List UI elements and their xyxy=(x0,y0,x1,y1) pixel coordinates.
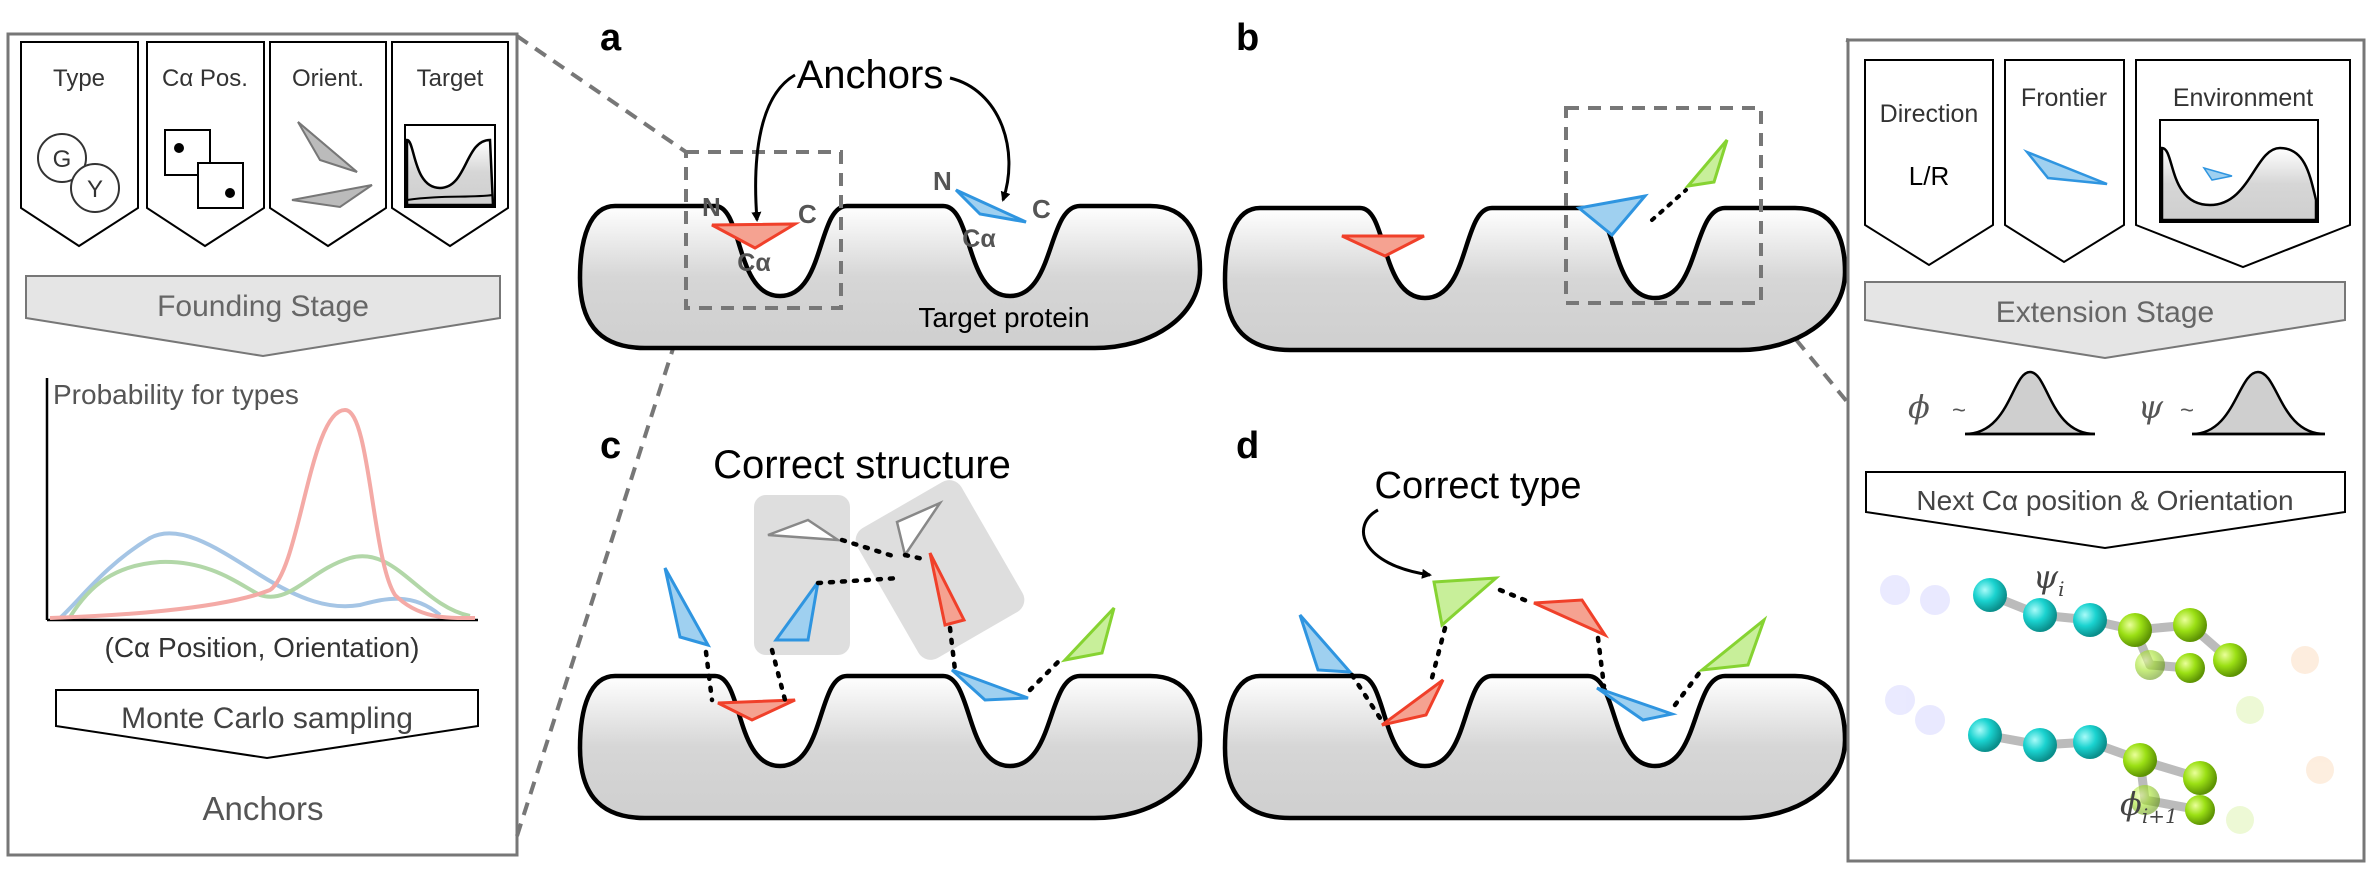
blue-triangle xyxy=(663,567,712,648)
monte-carlo-banner: Monte Carlo sampling xyxy=(55,689,479,760)
red-anchor-triangle xyxy=(1381,678,1445,727)
x-axis-label: (Cα Position, Orientation) xyxy=(105,632,420,663)
panel-c-letter: c xyxy=(600,425,621,467)
tilde-1: ~ xyxy=(1952,397,1966,424)
green-triangle xyxy=(1060,606,1116,663)
panel-d: d Correct type xyxy=(1225,425,1845,818)
founding-stage-banner: Founding Stage xyxy=(25,275,501,358)
ca-label-1: Cα xyxy=(737,249,771,277)
correct-type-arrow xyxy=(1361,508,1432,579)
left-panel: Type G Y Cα Pos. Orient. Target xyxy=(6,32,519,857)
panel-b: b xyxy=(1225,17,1845,350)
blue-triangle-2 xyxy=(773,581,820,642)
phi-curve xyxy=(1964,370,2096,436)
ca-pos-card: Cα Pos. xyxy=(146,41,265,248)
n-label-2: N xyxy=(933,166,952,196)
anchors-output-label: Anchors xyxy=(202,790,323,827)
zoom-box-a xyxy=(684,150,843,310)
orient-card-label: Orient. xyxy=(292,65,364,92)
target-card: Target xyxy=(391,41,509,248)
panel-a: a Anchors N C Cα N C Cα Target protein xyxy=(580,17,1200,348)
environment-card-label: Environment xyxy=(2173,84,2313,112)
direction-card: Direction L/R xyxy=(1864,59,1994,267)
phi-distribution: ϕ ~ xyxy=(1908,370,2096,436)
direction-value: L/R xyxy=(1909,161,1949,191)
anchor-arrow-1 xyxy=(751,73,796,222)
blue-triangle xyxy=(1298,614,1354,674)
type-card-label: Type xyxy=(53,65,105,92)
tilde-2: ~ xyxy=(2180,397,2194,424)
next-position-banner: Next Cα position & Orientation xyxy=(1865,471,2346,550)
blue-anchor-triangle xyxy=(954,188,1027,224)
frontier-card-label: Frontier xyxy=(2021,84,2107,112)
red-anchor-triangle xyxy=(717,698,796,722)
green-frontier-triangle xyxy=(1684,139,1729,189)
c-label-2: C xyxy=(1032,194,1051,224)
blue-anchor-triangle xyxy=(950,668,1029,702)
next-position-label: Next Cα position & Orientation xyxy=(1916,485,2293,516)
frontier-triangle-icon xyxy=(2023,149,2108,186)
psi-symbol: ψ xyxy=(2138,388,2164,426)
type-y-label: Y xyxy=(87,176,103,203)
blue-anchor-triangle xyxy=(1596,686,1678,722)
extension-stage-label: Extension Stage xyxy=(1996,296,2214,329)
panel-c: c Correct structure xyxy=(580,425,1200,818)
target-card-label: Target xyxy=(417,65,484,92)
ca-pos-card-label: Cα Pos. xyxy=(162,65,248,92)
type-g-label: G xyxy=(53,146,72,173)
orient-card: Orient. xyxy=(269,41,387,248)
triangle-icon-2 xyxy=(291,184,373,209)
anchor-arrow-2 xyxy=(949,76,1011,202)
red-triangle xyxy=(928,552,967,627)
blue-anchor-triangle xyxy=(1575,193,1649,238)
psi-curve xyxy=(2191,370,2326,436)
psi-distribution: ψ ~ xyxy=(2138,370,2326,436)
g-circle-icon xyxy=(37,133,87,183)
type-card: Type G Y xyxy=(20,41,139,248)
molecule-render: ψi ϕi+1 xyxy=(1880,558,2334,834)
target-protein-label: Target protein xyxy=(918,302,1089,333)
c-label-1: C xyxy=(798,199,817,229)
panel-b-letter: b xyxy=(1236,17,1259,59)
anchors-label: Anchors xyxy=(797,53,944,97)
green-triangle xyxy=(1697,615,1768,673)
frontier-card: Frontier xyxy=(2004,59,2125,264)
green-correct-triangle xyxy=(1432,576,1501,628)
direction-card-label: Direction xyxy=(1880,100,1979,128)
dice-icon-2 xyxy=(197,162,244,209)
founding-stage-label: Founding Stage xyxy=(157,290,369,323)
prob-label: Probability for types xyxy=(53,379,299,410)
panel-a-letter: a xyxy=(600,17,622,59)
panel-d-letter: d xyxy=(1236,425,1259,467)
y-circle-icon xyxy=(70,163,120,213)
correct-type-label: Correct type xyxy=(1375,465,1582,507)
environment-card: Environment xyxy=(2135,59,2351,269)
probability-plot: Probability for types (Cα Position, Orie… xyxy=(45,378,478,663)
red-triangle xyxy=(1533,598,1610,639)
extension-stage-banner: Extension Stage xyxy=(1864,281,2346,360)
n-label-1: N xyxy=(702,192,721,222)
right-panel: Direction L/R Frontier Environment Exten… xyxy=(1846,38,2366,863)
ca-label-2: Cα xyxy=(962,225,996,253)
red-anchor-triangle xyxy=(1341,234,1425,258)
correct-structure-label: Correct structure xyxy=(713,443,1011,487)
red-anchor-triangle xyxy=(711,222,801,250)
zoom-box-b xyxy=(1564,106,1763,305)
monte-carlo-label: Monte Carlo sampling xyxy=(121,702,413,735)
phi-symbol: ϕ xyxy=(1908,388,1930,426)
